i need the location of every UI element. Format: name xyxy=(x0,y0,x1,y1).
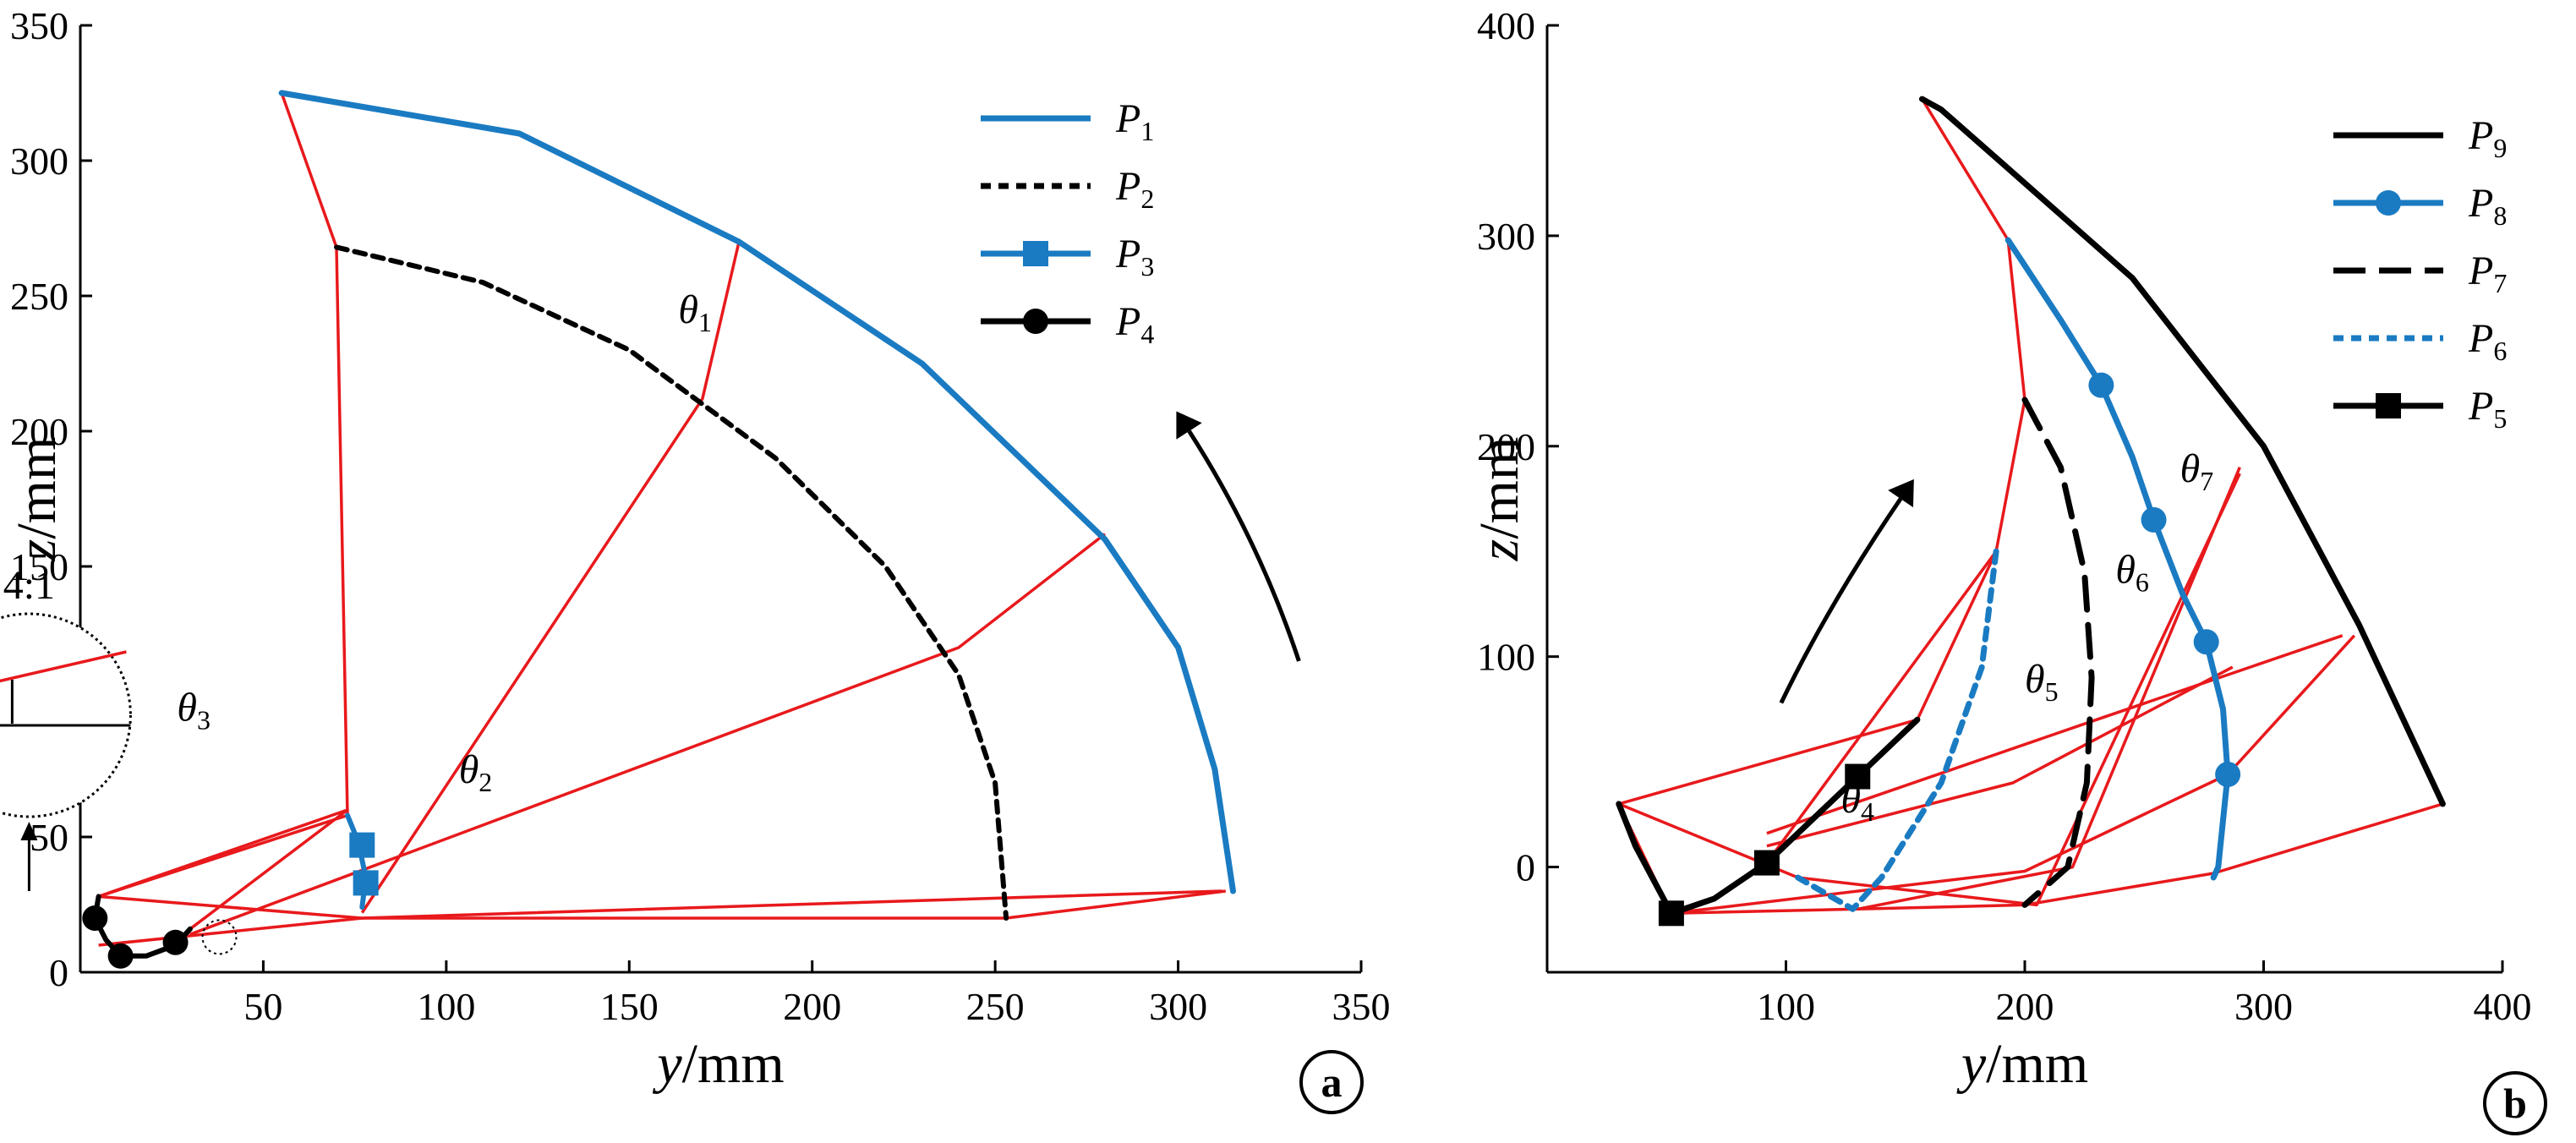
marker-P3 xyxy=(349,832,375,858)
angle-label-7: θ7 xyxy=(2180,446,2214,496)
linkage-line xyxy=(360,241,741,914)
marker-P3 xyxy=(353,870,379,896)
linkage-line xyxy=(1671,634,2356,916)
y-tick-label: 0 xyxy=(1516,846,1535,889)
series-line-P2 xyxy=(334,244,1009,921)
legend-label: P9 xyxy=(2468,113,2507,163)
y-tick-label: 400 xyxy=(1477,4,1535,47)
rotation-arrowhead xyxy=(1888,479,1914,508)
marker-P5 xyxy=(1845,763,1871,790)
linkage-line xyxy=(98,808,349,931)
x-tick-label: 100 xyxy=(1757,985,1815,1028)
y-tick-label: 200 xyxy=(1477,425,1535,468)
series-line-P6 xyxy=(1795,548,1999,912)
series-line-P1 xyxy=(278,90,1236,894)
y-tick-label: 350 xyxy=(10,4,68,47)
rotation-arrow xyxy=(1187,429,1301,662)
x-tick-label: 150 xyxy=(600,985,659,1028)
legend-label: P4 xyxy=(1115,299,1154,349)
panel-letter-circle xyxy=(1299,1050,1364,1114)
panel-a: 0501001502002503003505010015020025030035… xyxy=(0,4,1391,1114)
inset-scale-label: 4:1 xyxy=(3,563,55,608)
panel-letter: a xyxy=(1321,1058,1343,1106)
marker-P4 xyxy=(162,929,189,955)
x-tick-label: 100 xyxy=(417,985,475,1028)
linkage-line xyxy=(1766,665,2234,848)
marker-P5 xyxy=(1658,900,1684,927)
series-line-P8 xyxy=(2004,237,2231,881)
angle-label-1: θ1 xyxy=(678,287,712,337)
linkage-line xyxy=(98,889,1227,947)
legend-label: P6 xyxy=(2468,316,2507,366)
marker-P8 xyxy=(2141,506,2167,533)
inset-link xyxy=(0,650,127,683)
linkage-line xyxy=(96,92,1222,920)
angle-label-2: θ2 xyxy=(459,747,493,797)
panel-letter: b xyxy=(2503,1080,2527,1127)
marker-P5 xyxy=(1753,850,1780,876)
x-tick-label: 200 xyxy=(1996,985,2054,1028)
legend-label: P5 xyxy=(2468,384,2507,434)
x-tick-label: 350 xyxy=(1332,985,1391,1028)
linkage-line xyxy=(1766,634,2344,835)
x-tick-label: 300 xyxy=(2234,985,2293,1028)
x-axis-label: y/mm xyxy=(652,1033,784,1095)
angle-label-6: θ6 xyxy=(2115,548,2149,598)
legend-label: P1 xyxy=(1115,96,1154,146)
series-line-P7 xyxy=(2021,396,2095,908)
marker-P4 xyxy=(82,905,108,931)
linkage-line xyxy=(189,533,1107,936)
panel-b: 0 100 200 300 400 100 200 300 400 y/mm z/mm θ4 θ5 θ6 θ… xyxy=(1468,4,2547,1135)
y-tick-label: 200 xyxy=(10,410,68,453)
linkage-line xyxy=(1618,473,2241,907)
rotation-arrow xyxy=(1779,497,1903,704)
legend-label: P3 xyxy=(1115,232,1154,282)
legend-marker xyxy=(2376,393,2401,418)
x-tick-label: 400 xyxy=(2474,985,2532,1028)
x-tick-label: 200 xyxy=(783,985,841,1028)
inset-circle xyxy=(0,612,132,818)
y-axis-label: z/mm xyxy=(6,437,68,562)
legend-label: P8 xyxy=(2468,181,2507,231)
zoom-arrowhead xyxy=(20,822,38,840)
y-tick-label: 300 xyxy=(1477,215,1535,258)
linkage-line xyxy=(1765,550,1998,864)
angle-label-3: θ3 xyxy=(177,685,211,735)
marker-P8 xyxy=(2193,629,2219,655)
marker-P4 xyxy=(107,943,134,969)
x-axis-label: y/mm xyxy=(1956,1033,2088,1095)
panel-letter-circle xyxy=(2483,1071,2547,1135)
y-tick-label: 0 xyxy=(49,951,68,994)
marker-P8 xyxy=(2088,372,2114,398)
y-axis-label: z/mm xyxy=(1468,437,1530,562)
x-tick-label: 50 xyxy=(243,985,282,1028)
series-line-P9 xyxy=(1919,96,2446,807)
legend-label: P7 xyxy=(2468,249,2507,298)
linkage-line xyxy=(1617,98,2443,916)
y-tick-label: 250 xyxy=(10,275,68,318)
y-tick-label: 300 xyxy=(10,139,68,183)
angle-label-5: θ5 xyxy=(2025,657,2059,707)
rotation-arrowhead xyxy=(1176,411,1202,440)
y-tick-label: 150 xyxy=(10,545,68,588)
zoom-source-circle xyxy=(201,919,238,955)
x-tick-label: 250 xyxy=(966,985,1025,1028)
legend-label: P2 xyxy=(1115,164,1154,214)
x-tick-label: 300 xyxy=(1149,985,1207,1028)
marker-P8 xyxy=(2215,762,2241,788)
legend-marker xyxy=(1023,309,1048,334)
y-tick-label: 100 xyxy=(1477,636,1535,679)
legend-marker xyxy=(1023,241,1048,266)
legend-marker xyxy=(2376,190,2401,216)
angle-label-4: θ4 xyxy=(1840,777,1874,827)
